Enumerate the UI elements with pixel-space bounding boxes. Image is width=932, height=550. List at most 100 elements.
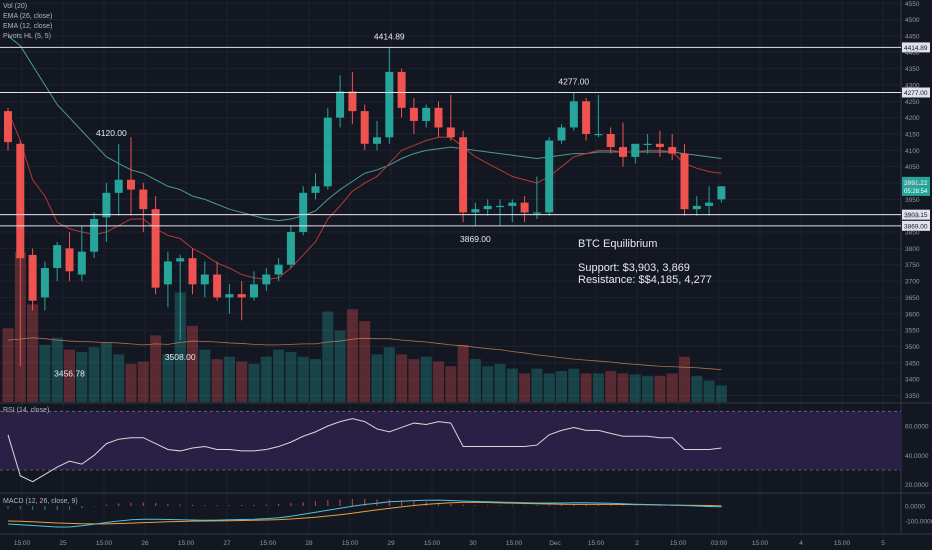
- volume-bar: [433, 361, 444, 402]
- macd-histogram-bar: [376, 499, 378, 506]
- candle-body: [459, 137, 468, 213]
- price-tick-label: 4200: [905, 115, 920, 122]
- macd-histogram-bar: [130, 502, 132, 506]
- macd-signal-line: [7, 501, 722, 525]
- rsi-line: [7, 418, 722, 483]
- volume-bar: [150, 335, 162, 402]
- time-tick-label: Dec: [549, 540, 561, 547]
- price-tick-label: 3750: [905, 262, 920, 269]
- volume-bar: [76, 352, 88, 402]
- candle-body: [40, 268, 49, 298]
- macd-histogram-bar: [7, 506, 9, 509]
- time-tick-label: 15:00: [342, 540, 359, 547]
- time-tick-label: 15:00: [96, 540, 113, 547]
- price-tick-label: 4150: [905, 132, 920, 139]
- candles: [4, 47, 726, 367]
- candle-body: [373, 137, 381, 144]
- price-tick-label: 4300: [905, 82, 920, 89]
- rsi-band: [0, 411, 901, 470]
- volume-bar: [629, 374, 641, 402]
- candle-body: [16, 143, 25, 259]
- candle-body: [582, 101, 591, 134]
- macd-histogram-bar: [19, 506, 21, 510]
- macd-histogram-bar: [388, 499, 390, 506]
- volume-bar: [605, 371, 617, 402]
- macd-histogram-bar: [105, 504, 107, 506]
- macd-histogram-bar: [511, 505, 513, 506]
- volume-bar: [519, 373, 531, 402]
- macd-tick-label: -100.0000: [905, 519, 932, 526]
- volume-bar: [2, 328, 14, 402]
- price-tick-label: 4450: [905, 33, 920, 40]
- price-tick-label: 3500: [905, 344, 920, 351]
- volume-bar: [531, 368, 543, 402]
- candle-body: [360, 111, 369, 144]
- candle-body: [139, 189, 148, 210]
- volume-bar: [592, 373, 604, 402]
- price-tick-label: 4400: [905, 50, 920, 57]
- volume-bar: [408, 359, 420, 402]
- indicator-label-ema26: EMA (26, close): [3, 13, 53, 20]
- macd-histogram-bar: [659, 505, 661, 507]
- ema12-line: [7, 110, 722, 280]
- candle-body: [274, 264, 283, 275]
- volume-bar: [285, 352, 297, 402]
- time-tick-label: 15:00: [14, 540, 31, 547]
- volume-bar: [469, 359, 481, 402]
- pivot-label: 4120.00: [96, 128, 127, 138]
- candle-body: [200, 274, 209, 285]
- last-price-countdown: 05:28:54: [904, 189, 928, 195]
- macd-histogram-bar: [487, 505, 489, 506]
- price-tick-label: 4350: [905, 66, 920, 73]
- macd-histogram-bar: [339, 499, 341, 506]
- last-price-tag: [902, 176, 930, 196]
- annotation-title: BTC Equilibrium: [578, 238, 658, 250]
- last-price-value: 3991.22: [904, 180, 928, 187]
- candle-body: [434, 107, 443, 128]
- volume-bar: [482, 366, 494, 402]
- rsi-tick-label: 60.0000: [905, 424, 929, 431]
- volume-bar: [125, 363, 137, 402]
- volume-bar: [506, 368, 518, 402]
- macd-histogram-bar: [622, 505, 624, 506]
- volume-bar: [445, 366, 457, 402]
- rsi-pane: 20.0000 40.0000 60.0000: [0, 410, 929, 489]
- macd-histogram-bar: [155, 503, 157, 506]
- candle-body: [409, 107, 418, 121]
- volume-bar: [162, 354, 174, 402]
- pivot-label: 3508.00: [165, 352, 196, 362]
- volume-bar: [27, 304, 39, 402]
- candle-body: [225, 294, 234, 298]
- candle-body: [311, 186, 320, 193]
- macd-histogram-bar: [179, 504, 181, 506]
- price-tick-label: 4100: [905, 148, 920, 155]
- candle-body: [557, 127, 566, 141]
- macd-histogram-bar: [68, 506, 71, 510]
- price-tick-label: 4050: [905, 164, 920, 171]
- candle-body: [176, 258, 185, 262]
- volume-bar: [715, 385, 727, 402]
- time-tick-label: 2: [635, 540, 639, 547]
- candle-body: [213, 274, 222, 298]
- candle-body: [151, 209, 160, 288]
- candle-body: [397, 71, 406, 108]
- candle-body: [299, 192, 308, 233]
- time-tick-label: 25: [59, 540, 67, 547]
- macd-histogram-bar: [265, 504, 267, 506]
- volume-bar: [113, 354, 125, 402]
- price-tick-label: 4500: [905, 17, 920, 24]
- volume-bar: [260, 356, 272, 402]
- annotation-support: Support: $3,903, 3,869: [578, 262, 690, 274]
- macd-histogram-bar: [32, 506, 34, 510]
- candle-body: [28, 254, 37, 301]
- time-tick-label: 15:00: [178, 540, 195, 547]
- volume-bar: [334, 330, 346, 402]
- candle-body: [496, 205, 504, 208]
- price-axis: 3350 3400 3450 3500 3550 3600 3650 3700 3750 3800…: [905, 1, 920, 400]
- volume-ma-line: [7, 337, 722, 371]
- time-tick-label: 03:00: [711, 540, 728, 547]
- candle-body: [483, 205, 492, 210]
- price-tick-label: 3400: [905, 377, 920, 384]
- volume-bar: [642, 375, 654, 402]
